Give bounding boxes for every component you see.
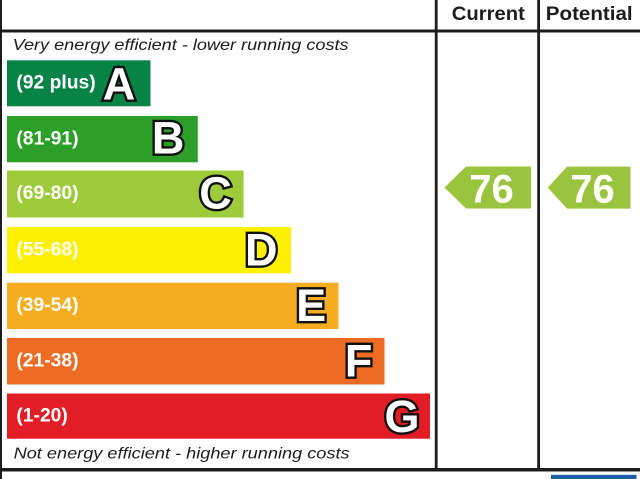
svg-text:(69-80): (69-80): [16, 183, 78, 204]
svg-text:(39-54): (39-54): [16, 295, 78, 316]
svg-text:76: 76: [469, 167, 514, 211]
svg-text:E: E: [296, 280, 326, 331]
svg-text:(21-38): (21-38): [16, 350, 78, 371]
svg-text:(81-91): (81-91): [16, 128, 78, 149]
svg-text:Current: Current: [452, 3, 526, 25]
svg-text:F: F: [345, 336, 373, 387]
svg-text:(1-20): (1-20): [16, 405, 67, 426]
svg-text:D: D: [245, 224, 278, 275]
svg-text:(92 plus): (92 plus): [16, 73, 95, 94]
svg-text:B: B: [152, 112, 185, 163]
svg-text:A: A: [103, 59, 136, 110]
svg-text:G: G: [384, 391, 419, 442]
svg-text:Potential: Potential: [546, 3, 633, 25]
svg-text:Not energy efficient - higher: Not energy efficient - higher running co…: [14, 446, 350, 463]
svg-text:C: C: [199, 168, 232, 219]
svg-text:76: 76: [570, 167, 615, 211]
svg-text:(55-68): (55-68): [16, 239, 78, 260]
svg-text:Very energy efficient - lower: Very energy efficient - lower running co…: [13, 37, 349, 54]
